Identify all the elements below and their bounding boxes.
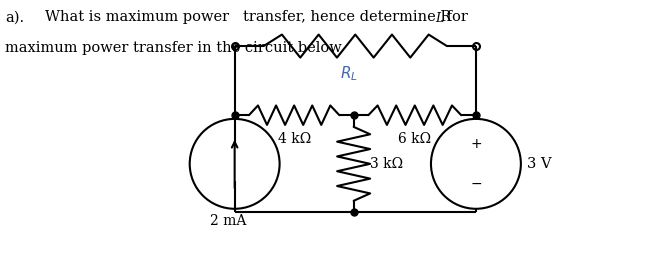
- Text: 2 mA: 2 mA: [210, 214, 247, 228]
- Text: 4 kΩ: 4 kΩ: [278, 132, 311, 146]
- Text: $R_L$: $R_L$: [340, 64, 358, 83]
- Text: for: for: [442, 10, 467, 24]
- Text: a).: a).: [5, 10, 24, 24]
- Text: L: L: [435, 12, 443, 25]
- Text: +: +: [470, 137, 482, 151]
- Text: 3 V: 3 V: [527, 157, 552, 171]
- Text: −: −: [470, 177, 482, 191]
- Text: What is maximum power   transfer, hence determine R: What is maximum power transfer, hence de…: [45, 10, 451, 24]
- Text: 6 kΩ: 6 kΩ: [398, 132, 432, 146]
- Text: 3 kΩ: 3 kΩ: [370, 157, 403, 171]
- Text: maximum power transfer in the circuit below: maximum power transfer in the circuit be…: [5, 41, 342, 55]
